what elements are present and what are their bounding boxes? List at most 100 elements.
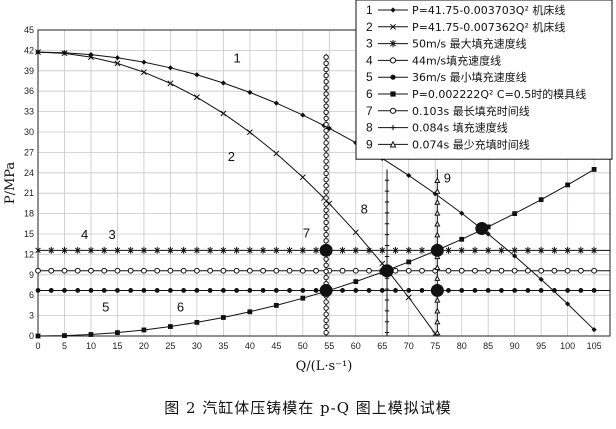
asterisk-marker (392, 246, 399, 254)
open-circle-marker (323, 78, 329, 85)
dot-marker (181, 288, 187, 293)
legend-item-label: 36m/s 最小填充速度线 (412, 70, 527, 84)
callout-label: 2 (228, 149, 235, 164)
open-circle-marker (35, 267, 41, 274)
open-triangle-marker (434, 231, 441, 238)
open-circle-marker (286, 267, 293, 274)
square-marker (88, 332, 94, 337)
open-circle-marker (352, 267, 359, 274)
open-circle-marker (366, 267, 372, 274)
open-circle-marker (472, 267, 478, 274)
open-circle-marker (485, 267, 492, 274)
dot-marker (141, 288, 147, 293)
open-triangle-marker (389, 140, 397, 148)
dot-marker (551, 288, 557, 293)
open-triangle-marker (434, 198, 441, 205)
diamond-marker (390, 7, 396, 13)
asterisk-marker (591, 246, 597, 254)
x-tick-label: 5 (62, 341, 67, 351)
cross-marker (246, 129, 253, 136)
asterisk-marker (366, 246, 372, 254)
square-marker (390, 91, 396, 97)
open-triangle-marker (434, 209, 441, 216)
open-circle-marker (323, 134, 329, 140)
legend-item-label: 0.074s 最少充填时间线 (412, 137, 530, 151)
diamond-marker (565, 301, 571, 307)
diamond-marker (459, 210, 465, 216)
asterisk-marker (339, 246, 346, 254)
open-triangle-marker (434, 274, 441, 281)
asterisk-marker (498, 246, 505, 254)
cross-marker (114, 60, 121, 67)
open-circle-marker (538, 267, 545, 274)
open-circle-marker (511, 267, 518, 274)
open-circle-marker (591, 267, 598, 274)
cross-marker (352, 229, 359, 236)
dot-marker (168, 288, 173, 293)
open-circle-marker (323, 121, 329, 128)
x-tick-label: 55 (324, 341, 334, 351)
plus-marker (384, 297, 390, 303)
series-4 (35, 267, 610, 274)
asterisk-marker (88, 246, 94, 254)
asterisk-marker (578, 246, 584, 254)
x-tick-label: 60 (351, 341, 361, 351)
open-circle-marker (323, 85, 329, 91)
asterisk-marker (485, 246, 491, 254)
dot-marker (260, 288, 266, 293)
plus-marker (384, 308, 390, 314)
dot-marker (115, 288, 120, 293)
legend-item-number: 9 (366, 137, 373, 151)
asterisk-marker (273, 246, 280, 254)
cross-marker (390, 23, 396, 30)
cross-marker (299, 174, 306, 181)
open-circle-marker (323, 268, 329, 275)
legend-item-label: 0.103s 最长填充时间线 (412, 104, 530, 118)
open-circle-marker (313, 267, 319, 274)
open-circle-marker (323, 317, 329, 324)
plus-marker (384, 199, 390, 205)
intersection-point (430, 243, 444, 257)
dot-marker (538, 288, 544, 293)
open-circle-marker (260, 267, 266, 274)
open-circle-marker (498, 267, 505, 274)
open-circle-marker (551, 267, 558, 274)
cross-marker (273, 150, 280, 157)
dot-marker (247, 288, 253, 293)
series-7 (323, 53, 329, 336)
open-triangle-marker (434, 264, 441, 271)
open-circle-marker (323, 127, 329, 134)
x-tick-label: 25 (165, 341, 175, 351)
open-circle-marker (323, 274, 329, 281)
open-circle-marker (392, 267, 399, 274)
open-circle-marker (323, 140, 329, 146)
open-circle-marker (323, 66, 329, 73)
x-tick-label: 0 (35, 341, 40, 351)
asterisk-marker (127, 246, 134, 254)
dot-marker (340, 288, 345, 293)
dot-marker (234, 288, 240, 293)
open-circle-marker (323, 231, 329, 238)
diamond-marker (591, 327, 597, 333)
y-tick-label: 6 (29, 290, 34, 300)
y-tick-label: 0 (29, 331, 34, 341)
figure-caption: 图 2 汽缸体压铸模在 p-Q 图上模拟试模 (164, 399, 452, 417)
dot-marker (101, 288, 107, 293)
x-tick-label: 15 (112, 341, 122, 351)
open-circle-marker (323, 329, 329, 336)
open-circle-marker (323, 219, 329, 226)
plus-marker (384, 188, 390, 194)
x-tick-label: 65 (377, 341, 387, 351)
dot-marker (287, 288, 292, 293)
y-tick-label: 24 (24, 168, 34, 178)
asterisk-marker (35, 246, 41, 254)
asterisk-marker (353, 246, 359, 254)
dot-marker (194, 288, 200, 293)
asterisk-marker (379, 246, 386, 254)
open-circle-marker (419, 267, 425, 274)
square-marker (62, 333, 67, 338)
dot-marker (300, 288, 306, 293)
open-triangle-marker (434, 318, 441, 325)
plus-marker (384, 243, 390, 248)
open-circle-marker (141, 267, 147, 274)
